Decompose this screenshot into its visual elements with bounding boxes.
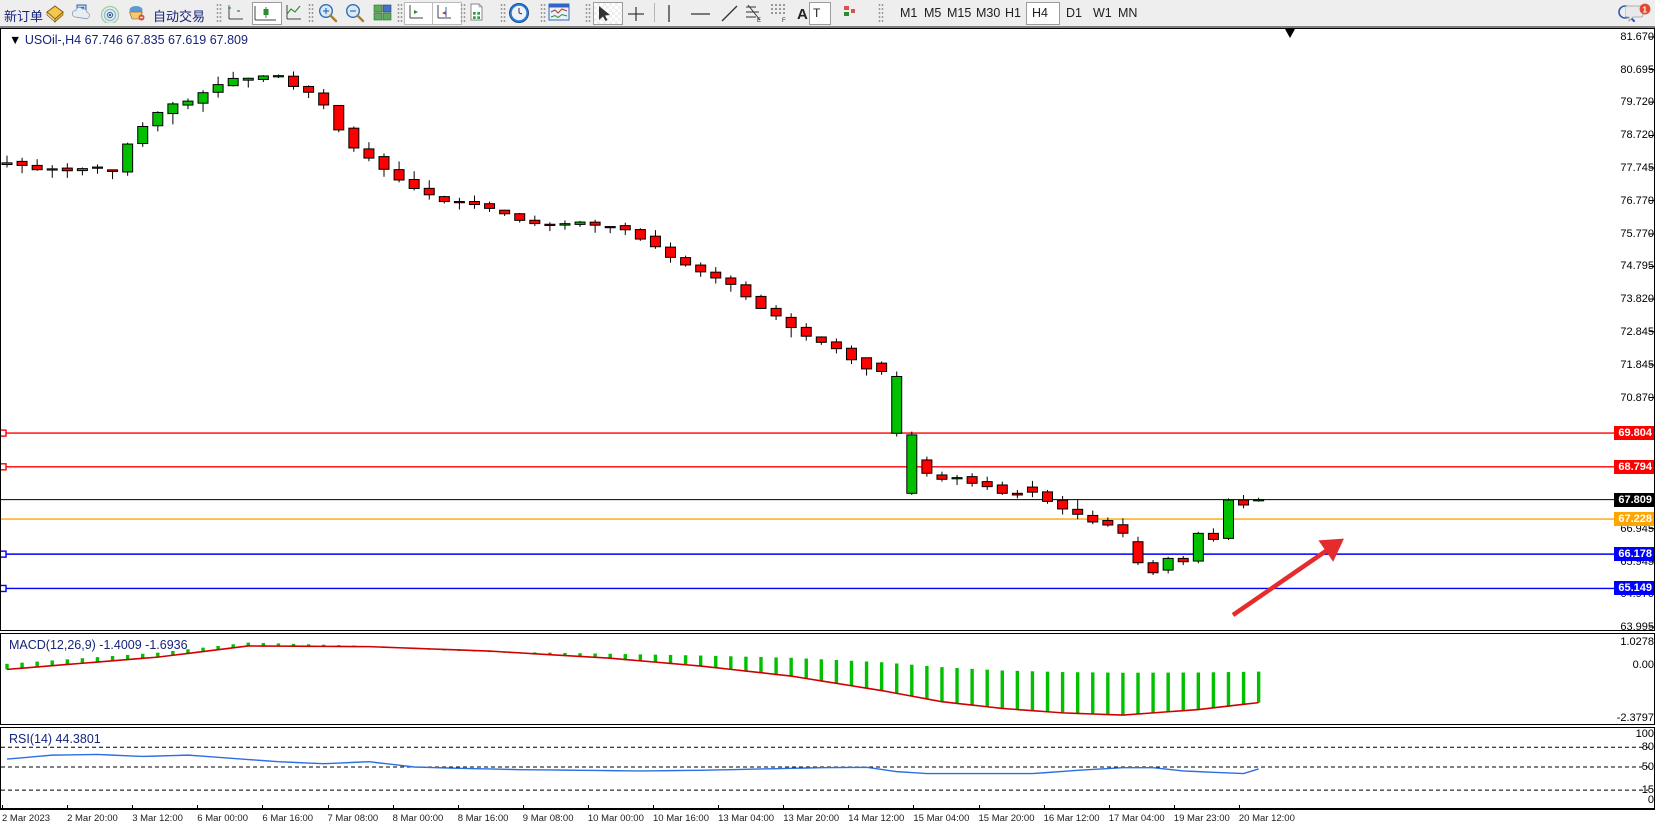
svg-text:F: F bbox=[782, 18, 786, 23]
svg-text:E: E bbox=[757, 18, 761, 23]
svg-text:1: 1 bbox=[1643, 6, 1648, 15]
